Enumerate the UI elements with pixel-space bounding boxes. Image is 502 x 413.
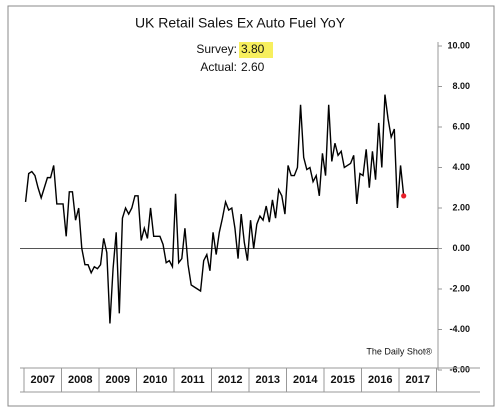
y-tick-label: 10.00: [447, 40, 470, 50]
frame: [7, 5, 495, 407]
x-tick-label: 2012: [218, 374, 242, 386]
x-tick-label: 2013: [256, 374, 280, 386]
annotation-value: 2.60: [241, 60, 265, 74]
y-tick-label: -4.00: [449, 324, 470, 334]
highlight: [239, 42, 273, 58]
y-tick-label: 4.00: [452, 162, 470, 172]
y-tick-label: 2.00: [452, 202, 470, 212]
x-tick-label: 2010: [143, 374, 167, 386]
x-tick-label: 2008: [68, 374, 92, 386]
y-tick-label: -6.00: [449, 364, 470, 374]
x-tick-label: 2017: [406, 374, 430, 386]
last-point: [401, 193, 407, 199]
y-tick-label: 6.00: [452, 121, 470, 131]
x-tick-label: 2014: [293, 374, 318, 386]
annotation-value: 3.80: [241, 42, 265, 56]
x-tick-label: 2011: [181, 374, 205, 386]
x-tick-label: 2009: [106, 374, 130, 386]
x-tick-label: 2016: [368, 374, 392, 386]
x-tick-label: 2007: [31, 374, 55, 386]
source: The Daily Shot®: [366, 346, 432, 356]
series-line: [24, 94, 405, 324]
y-tick-label: -2.00: [449, 283, 470, 293]
chart-title: UK Retail Sales Ex Auto Fuel YoY: [135, 15, 346, 31]
x-tick-label: 2015: [331, 374, 355, 386]
y-tick-label: 0.00: [452, 243, 470, 253]
y-tick-label: 8.00: [452, 81, 470, 91]
annotation-label: Actual:: [200, 60, 237, 74]
annotation-label: Survey:: [196, 42, 237, 56]
